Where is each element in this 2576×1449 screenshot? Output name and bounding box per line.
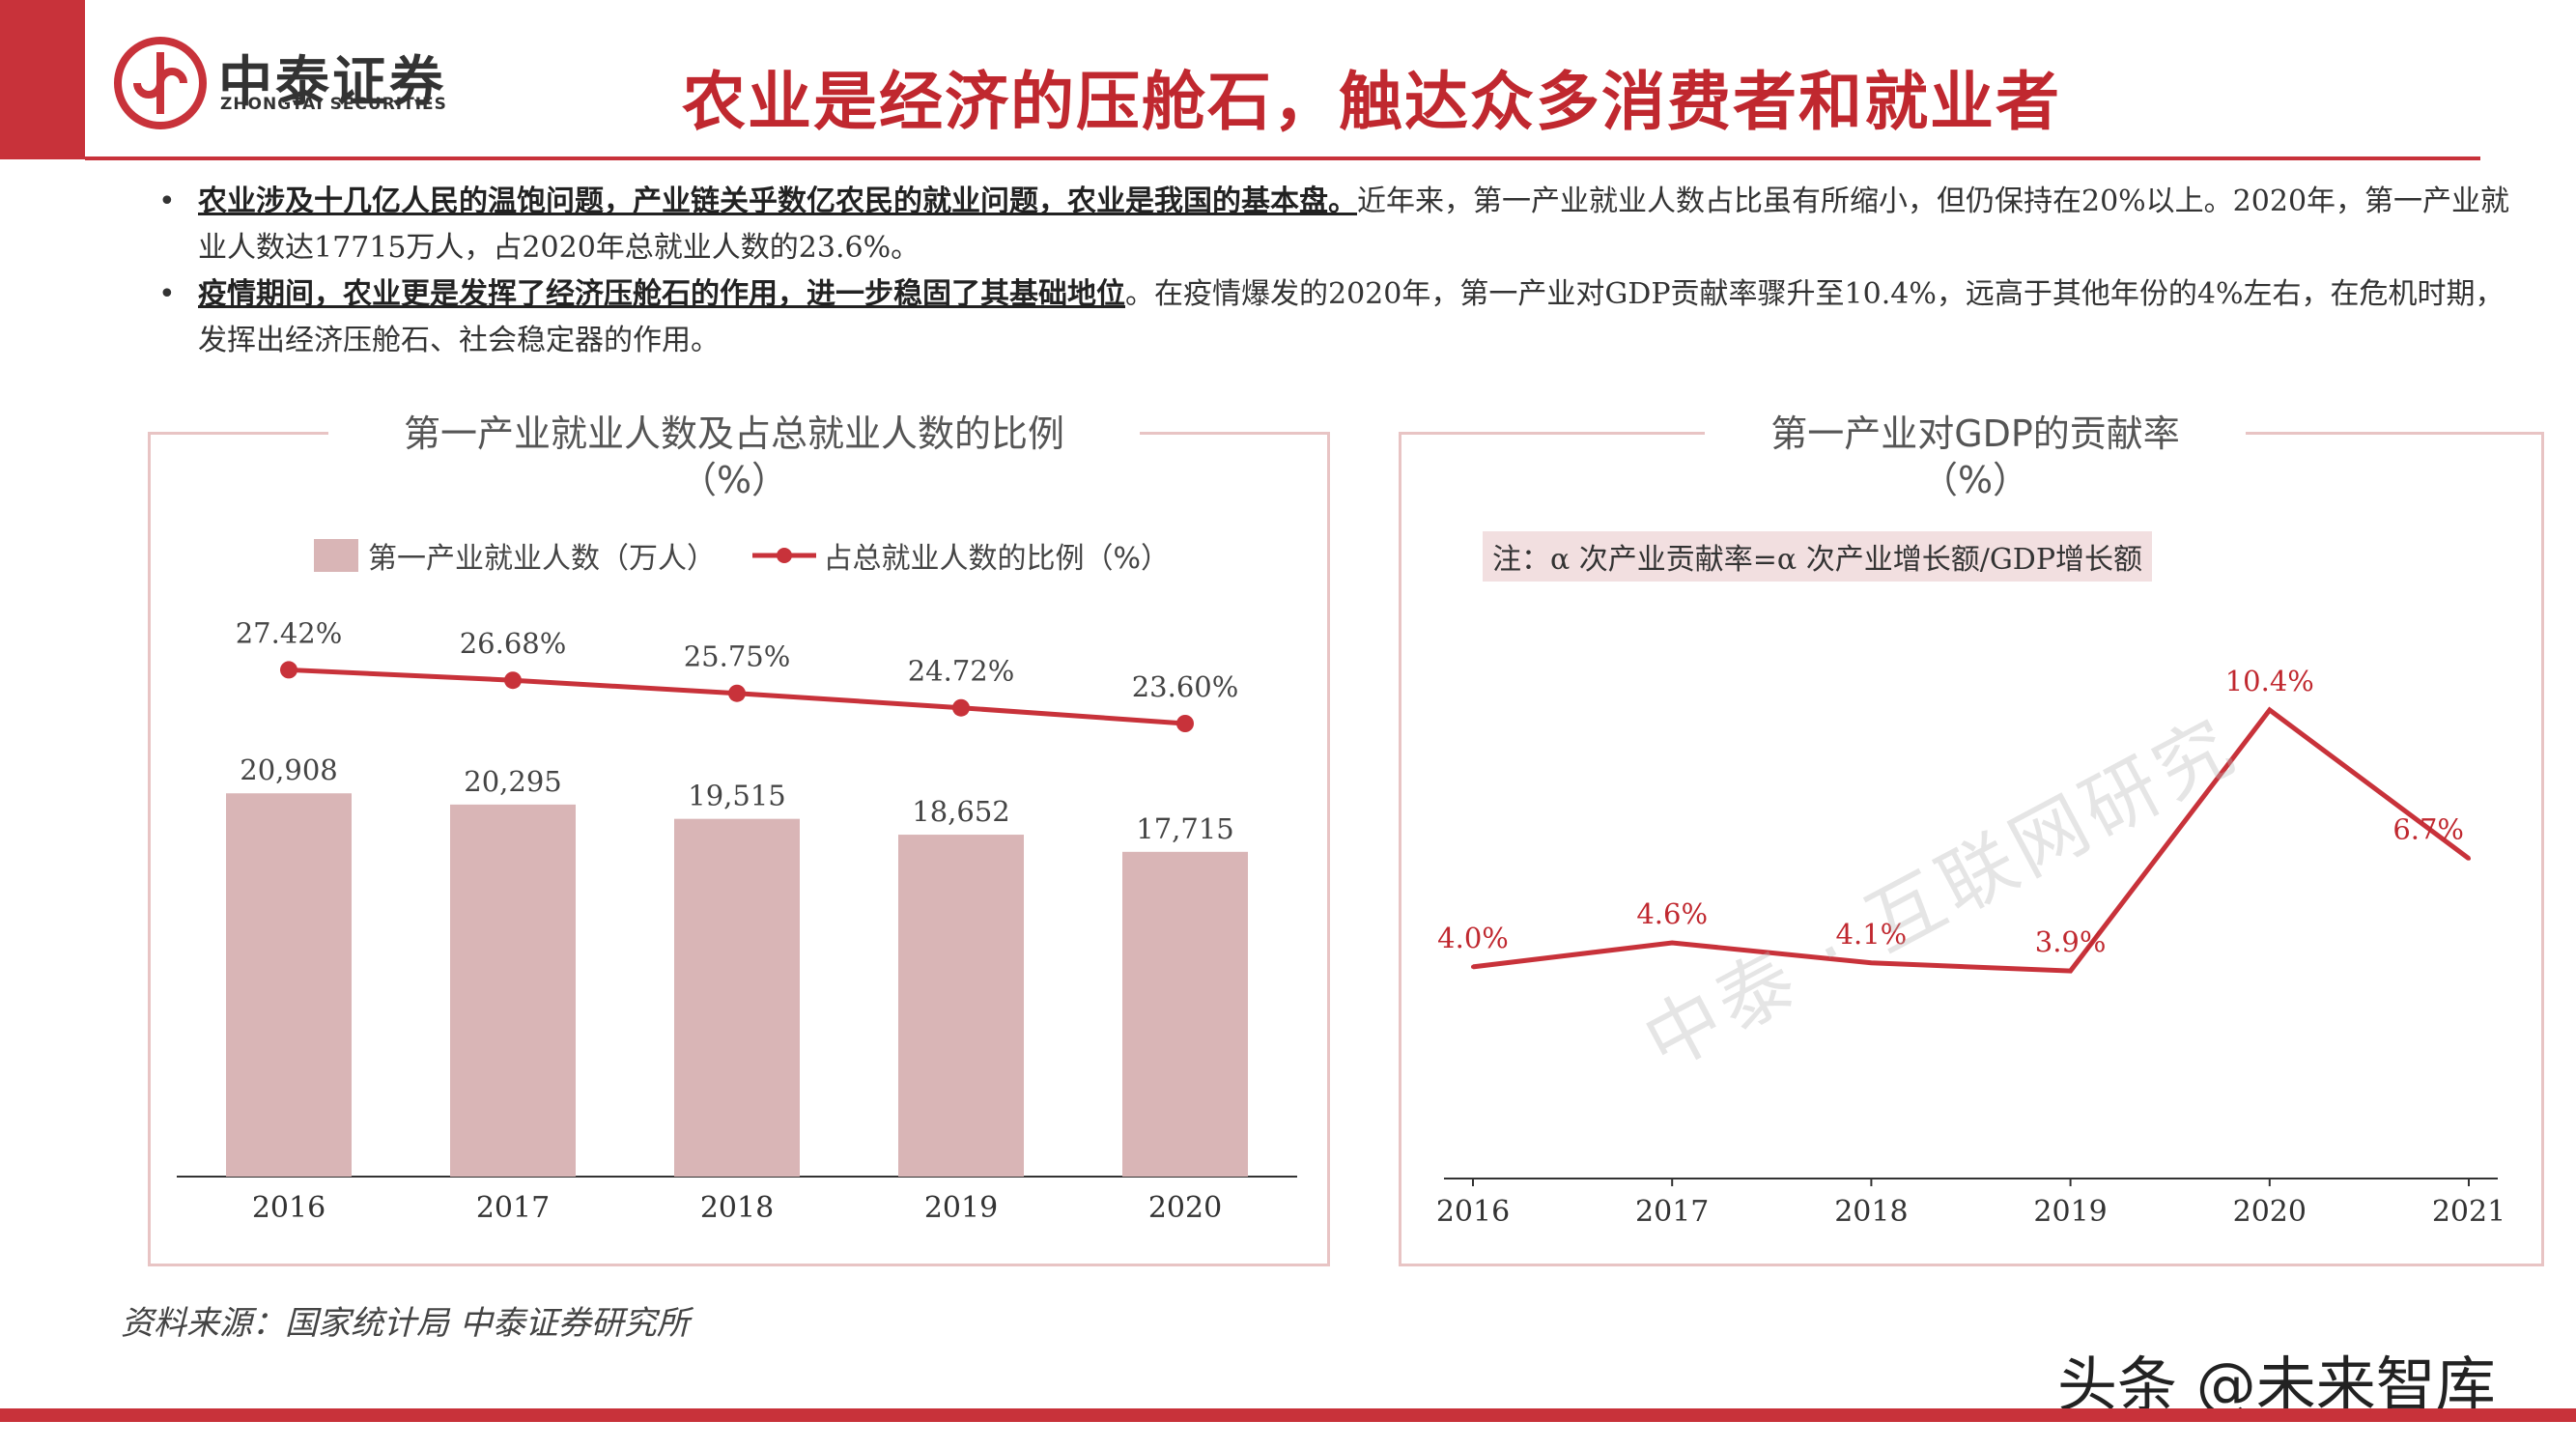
line-data-label: 24.72% — [908, 655, 1015, 688]
bar — [1122, 851, 1248, 1177]
employment-chart-title-line1: 第一产业就业人数及占总就业人数的比例 — [403, 412, 1064, 455]
legend-bar-swatch-icon — [314, 539, 358, 572]
x-tick-label: 2017 — [476, 1191, 550, 1225]
line-data-label: 23.60% — [1132, 670, 1239, 703]
employment-chart-legend: 第一产业就业人数（万人） 占总就业人数的比例（%） — [314, 534, 1170, 577]
line-point — [952, 698, 970, 717]
line-data-label: 26.68% — [460, 627, 567, 660]
bar — [674, 818, 800, 1177]
line-data-label: 4.0% — [1437, 922, 1509, 954]
line-data-label: 4.1% — [1836, 918, 1908, 951]
line-data-label: 4.6% — [1636, 897, 1708, 930]
x-tick-label: 2018 — [700, 1191, 774, 1225]
employment-chart-title-line2: （%） — [679, 459, 789, 501]
header-divider — [85, 156, 2480, 160]
bullet-emphasis: 疫情期间，农业更是发挥了经济压舱石的作用，进一步稳固了其基础地位 — [198, 277, 1125, 311]
bullet-emphasis: 农业涉及十几亿人民的温饱问题，产业链关乎数亿农民的就业问题，农业是我国的基本盘。 — [198, 185, 1357, 218]
line-point — [1176, 715, 1194, 732]
x-tick-label: 2020 — [1148, 1191, 1222, 1225]
bullet-text: 近年来，第一产业就业人数占比虽有所缩小，但仍保持在20%以上。2020年，第一产… — [198, 185, 2510, 265]
footer-accent-bar — [0, 1408, 2576, 1422]
bullet-dot-icon: • — [158, 185, 176, 218]
x-tick-label: 2017 — [1635, 1195, 1709, 1229]
line-point — [280, 661, 297, 679]
x-tick-label: 2016 — [252, 1191, 326, 1225]
line-data-label: 10.4% — [2225, 665, 2314, 697]
legend-bar-label: 第一产业就业人数（万人） — [368, 542, 716, 576]
line-data-label: 25.75% — [684, 640, 791, 673]
bullet-text: 。在疫情爆发的2020年，第一产业对GDP贡献率骤升至10.4%，远高于其他年份… — [198, 277, 2505, 357]
line-point — [2267, 708, 2272, 712]
x-tick-label: 2018 — [1834, 1195, 1908, 1229]
bullet-item: • 农业涉及十几亿人民的温饱问题，产业链关乎数亿农民的就业问题，农业是我国的基本… — [155, 179, 2511, 271]
bullet-item: • 疫情期间，农业更是发挥了经济压舱石的作用，进一步稳固了其基础地位。在疫情爆发… — [155, 271, 2511, 364]
legend-line-marker-icon — [751, 548, 816, 563]
bar-data-label: 17,715 — [1136, 812, 1233, 845]
x-tick-label: 2020 — [2233, 1195, 2307, 1229]
line-data-label: 27.42% — [236, 616, 343, 649]
brand-name-cn: 中泰证券 — [218, 51, 446, 114]
gdp-chart-title-line1: 第一产业对GDP的贡献率 — [1770, 412, 2180, 455]
bar-data-label: 19,515 — [688, 780, 785, 812]
bullet-dot-icon: • — [158, 277, 176, 311]
legend-line-label: 占总就业人数的比例（%） — [823, 542, 1171, 576]
brand-name-en: ZHONGTAI SECURITIES — [220, 95, 447, 114]
employment-chart: 20,908 2016 20,295 2017 19,515 2018 18,652 2019… — [177, 616, 1297, 1225]
bar — [450, 804, 576, 1177]
line-point — [1471, 964, 1475, 969]
line-point — [504, 671, 522, 690]
line-data-label: 6.7% — [2392, 813, 2464, 846]
line-point — [728, 684, 746, 702]
bar-data-label: 18,652 — [912, 795, 1009, 828]
line-point — [1869, 960, 1874, 965]
bar-data-label: 20,295 — [464, 765, 561, 798]
x-tick-label: 2021 — [2432, 1195, 2505, 1229]
header-accent-bar — [0, 0, 85, 159]
page-title: 农业是经济的压舱石，触达众多消费者和就业者 — [682, 65, 2061, 139]
line-point — [2068, 969, 2073, 974]
x-tick-label: 2019 — [924, 1191, 998, 1225]
summary-bullets: • 农业涉及十几亿人民的温饱问题，产业链关乎数亿农民的就业问题，农业是我国的基本… — [155, 179, 2511, 364]
x-tick-label: 2019 — [2033, 1195, 2107, 1229]
series-line — [1472, 706, 2471, 974]
line-point — [1670, 940, 1675, 945]
bar — [898, 835, 1024, 1177]
employment-chart-title: 第一产业就业人数及占总就业人数的比例 （%） — [328, 411, 1140, 503]
x-tick-label: 2016 — [1436, 1195, 1510, 1229]
zhongtai-logo-icon — [114, 37, 207, 129]
line-point — [2467, 856, 2471, 861]
data-source: 资料来源：国家统计局 中泰证券研究所 — [121, 1304, 690, 1343]
line-data-label: 3.9% — [2035, 925, 2107, 958]
gdp-contribution-chart-title: 第一产业对GDP的贡献率 （%） — [1705, 411, 2246, 503]
gdp-chart-title-line2: （%） — [1920, 459, 2030, 501]
gdp-chart-note: 注：α 次产业贡献率=α 次产业增长额/GDP增长额 — [1483, 531, 2153, 582]
bar-data-label: 20,908 — [240, 753, 337, 786]
gdp-contribution-chart: 2016 2017 2018 2019 2020 2021 4.0% 4.6% 4.1% 3.9%… — [1436, 665, 2505, 1229]
bar — [226, 793, 352, 1177]
corner-watermark: 头条 @未来智库 — [2057, 1350, 2496, 1420]
